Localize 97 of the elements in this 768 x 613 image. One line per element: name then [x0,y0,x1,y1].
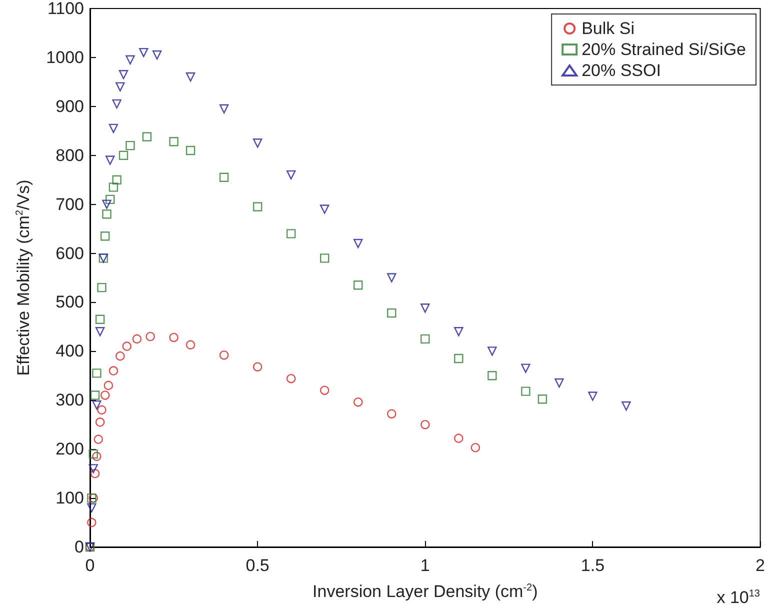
point [104,380,114,390]
y-tick-label: 300 [56,390,84,410]
y-tick-label: 500 [56,292,84,312]
point [286,229,296,238]
x-tick-label: 0.5 [246,556,270,575]
point [488,371,497,380]
point [387,273,396,282]
point [219,104,229,114]
point [108,182,118,192]
point [286,374,296,384]
point [118,70,128,80]
point [622,401,631,411]
point [90,468,100,478]
point [554,378,564,388]
point [252,362,262,372]
point [118,150,128,160]
y-tick-label: 900 [56,96,84,116]
point [420,420,430,430]
legend-label: 20% SSOI [582,61,661,80]
point [116,82,125,92]
point [108,124,118,134]
point [100,390,110,400]
point [186,72,196,82]
x-tick-label: 1 [420,556,430,575]
point [286,170,296,180]
point [132,334,142,344]
y-tick-label: 1000 [46,48,84,67]
point [106,194,115,204]
point [186,146,196,156]
point [252,138,262,148]
point [95,314,105,324]
point [219,172,229,182]
point [219,350,229,360]
point [102,210,112,219]
point [116,351,125,361]
point [92,368,102,378]
point [122,342,132,351]
point [88,449,98,459]
point [538,394,548,404]
y-tick-label: 600 [56,244,84,263]
point [112,99,122,109]
point [92,452,102,462]
point [169,332,178,342]
point [95,327,105,336]
point [588,392,598,401]
point [454,354,464,364]
point [126,55,135,64]
point [454,327,464,336]
point [146,332,155,342]
y-tick-label: 0 [74,538,84,556]
y-tick-label: 800 [56,146,84,165]
point [169,137,178,146]
point [95,418,105,427]
point [354,238,363,248]
point [354,280,363,290]
point [387,409,396,418]
point [354,397,363,407]
legend-label: Bulk Si [582,19,634,38]
point [454,434,464,443]
point [420,304,430,313]
point [90,390,100,400]
point [94,434,103,444]
x-tick-label: 1.5 [580,556,605,575]
x-tick-label: 2 [756,556,766,575]
point [521,364,530,373]
point [387,308,396,318]
point [470,443,480,452]
point [320,386,330,395]
point [87,503,96,512]
point [252,202,262,212]
point [186,340,196,350]
point [102,200,112,209]
point [100,232,110,241]
y-tick-label: 1100 [47,0,84,18]
point [152,50,162,60]
point [106,156,115,165]
legend-label: 20% Strained Si/SiGe [582,40,746,59]
y-tick-label: 100 [56,488,84,508]
point [97,282,106,292]
y-tick-label: 400 [56,342,84,361]
point [88,464,98,474]
point [320,254,330,263]
point [488,346,497,356]
y-tick-label: 200 [56,440,84,459]
y-tick-label: 700 [56,194,84,214]
point [420,334,430,344]
point [108,366,118,376]
point [142,132,152,142]
point [320,204,330,214]
point [87,518,96,528]
point [139,48,148,58]
point [521,386,530,396]
point [126,140,135,150]
point [92,400,102,410]
y-axis-title: Effective Mobility (cm2/Vs) [14,180,33,376]
point [112,175,122,184]
point [97,405,106,415]
